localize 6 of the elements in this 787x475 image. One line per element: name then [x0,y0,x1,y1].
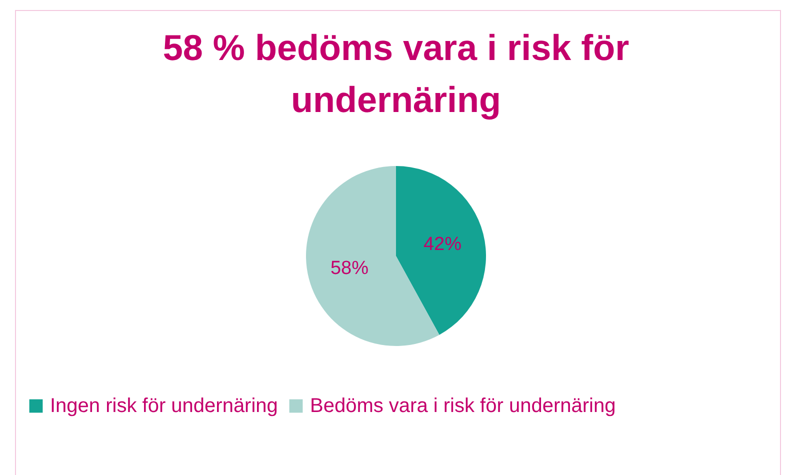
legend-label: Ingen risk för undernäring [50,395,278,417]
data-label: 58% [330,258,369,279]
data-label: 42% [423,234,462,256]
pie-slice [396,166,486,335]
legend-label: Bedöms vara i risk för undernäring [310,395,616,417]
chart-title: 58 % bedöms vara i risk för undernäring [162,27,630,120]
